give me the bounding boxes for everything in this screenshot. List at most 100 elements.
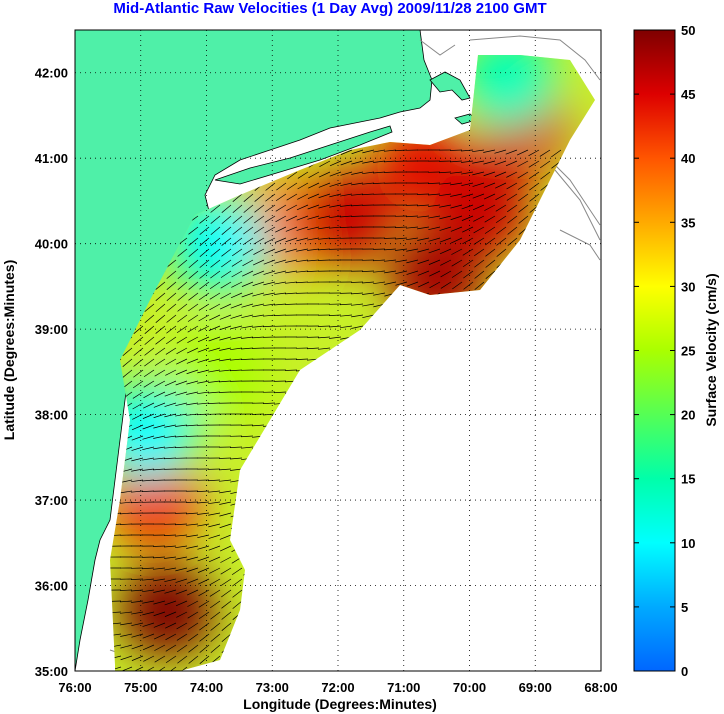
velocity-arrow (166, 303, 177, 312)
velocity-arrow (329, 325, 342, 328)
velocity-arrow (494, 160, 507, 166)
velocity-arrow (175, 567, 188, 572)
velocity-arrow (199, 248, 210, 257)
velocity-arrow (296, 259, 309, 263)
velocity-arrow (406, 270, 419, 275)
velocity-arrow (155, 314, 166, 323)
velocity-arrow (219, 512, 232, 517)
velocity-arrow (210, 215, 221, 224)
velocity-arrow (340, 182, 353, 187)
velocity-arrow (276, 182, 287, 191)
colorbar-tick-label: 15 (681, 472, 695, 487)
velocity-arrow (307, 193, 320, 199)
velocity-arrow (198, 303, 210, 311)
velocity-arrow (494, 171, 507, 177)
velocity-arrow (296, 204, 309, 211)
velocity-arrow (175, 380, 188, 386)
velocity-arrow (450, 215, 463, 221)
velocity-arrow (208, 501, 221, 505)
velocity-arrow (176, 633, 188, 641)
velocity-arrow (196, 490, 210, 492)
velocity-arrow (187, 336, 199, 343)
velocity-arrow (439, 226, 452, 231)
velocity-arrow (328, 314, 342, 316)
velocity-arrow (153, 468, 166, 471)
velocity-arrow (164, 556, 177, 559)
velocity-arrow (155, 281, 166, 290)
velocity-arrow (142, 479, 155, 482)
velocity-arrow (242, 270, 254, 277)
velocity-arrow (221, 204, 232, 213)
velocity-arrow (177, 281, 188, 290)
velocity-arrow (175, 391, 188, 396)
velocity-arrow (153, 622, 166, 628)
velocity-arrow (274, 281, 287, 285)
velocity-arrow (406, 237, 419, 241)
velocity-arrow (540, 171, 551, 180)
velocity-arrow (232, 600, 243, 609)
velocity-arrow (340, 171, 353, 176)
velocity-arrow (296, 215, 309, 221)
velocity-arrow (440, 259, 452, 266)
velocity-arrow (452, 281, 463, 290)
velocity-arrow (254, 204, 265, 213)
velocity-arrow (220, 556, 232, 563)
cape-cod (429, 71, 471, 101)
velocity-arrow (308, 182, 320, 189)
velocity-arrow (307, 248, 320, 251)
velocity-arrow (462, 259, 474, 268)
velocity-arrow (166, 314, 177, 323)
velocity-arrow (307, 259, 320, 262)
velocity-arrow (186, 545, 199, 549)
velocity-arrow (199, 226, 210, 235)
velocity-arrow (231, 259, 243, 267)
velocity-arrow (252, 281, 265, 287)
velocity-arrow (242, 259, 254, 267)
velocity-arrow (232, 237, 243, 246)
velocity-arrow (199, 281, 210, 290)
velocity-arrow (351, 171, 364, 175)
velocity-arrow (286, 182, 298, 190)
velocity-arrow (395, 270, 408, 275)
velocity-arrow (264, 215, 276, 223)
velocity-arrow (175, 424, 188, 427)
velocity-arrow (219, 314, 232, 320)
velocity-arrow (188, 292, 199, 301)
velocity-arrow (153, 391, 166, 398)
velocity-arrow (210, 226, 221, 235)
velocity-arrow (496, 248, 507, 257)
velocity-arrow (241, 446, 254, 449)
y-tick-label: 35:00 (35, 664, 68, 679)
velocity-arrow (362, 314, 375, 319)
velocity-arrow (362, 193, 375, 196)
velocity-arrow (197, 369, 210, 374)
velocity-arrow (429, 281, 441, 289)
velocity-arrow (143, 655, 155, 662)
velocity-arrow (120, 633, 133, 637)
velocity-arrow (219, 534, 232, 540)
velocity-arrow (219, 358, 232, 362)
velocity-arrow (175, 556, 188, 560)
velocity-arrow (307, 204, 320, 210)
velocity-arrow (164, 589, 177, 594)
velocity-arrow (176, 611, 188, 618)
velocity-arrow (186, 556, 199, 561)
velocity-arrow (450, 226, 463, 232)
velocity-arrow (154, 358, 166, 366)
velocity-arrow (230, 336, 243, 340)
colorbar-tick-label: 10 (681, 536, 695, 551)
velocity-arrow (243, 204, 254, 213)
velocity-arrow (329, 182, 342, 187)
velocity-arrow (242, 248, 254, 256)
velocity-arrow (164, 578, 177, 583)
velocity-arrow (209, 281, 221, 290)
velocity-arrow (197, 347, 210, 353)
velocity-arrow (142, 446, 155, 451)
map-title: Mid-Atlantic Raw Velocities (1 Day Avg) … (113, 0, 547, 17)
velocity-arrow (164, 424, 177, 428)
velocity-arrow (340, 204, 353, 207)
velocity-region-8 (460, 55, 557, 130)
velocity-arrow (219, 336, 232, 341)
velocity-arrow (153, 435, 166, 439)
velocity-arrow (142, 424, 155, 430)
